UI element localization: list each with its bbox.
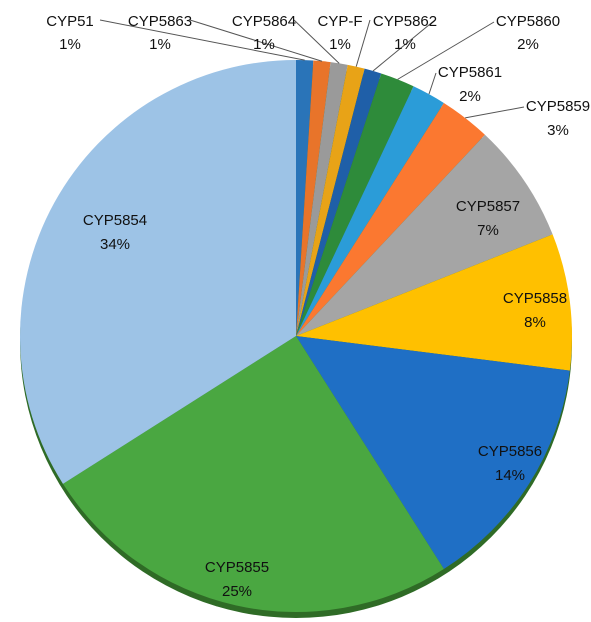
slice-label: CYP5861 (438, 64, 502, 81)
pie-slice (296, 62, 348, 337)
pie-slice (296, 60, 314, 336)
pie-slice (296, 60, 331, 337)
slice-value-label: 1% (329, 36, 351, 53)
pie-slice (296, 102, 485, 337)
slice-label: CYP51 (46, 13, 94, 30)
pie-slice (296, 86, 444, 336)
slice-label: CYP5855 (205, 559, 269, 576)
pie-slice (296, 336, 570, 570)
leader-line (189, 19, 323, 62)
pie-slice (296, 73, 414, 337)
slice-value-label: 25% (222, 583, 252, 600)
slice-label: CYP5856 (478, 443, 542, 460)
slice-label: CYP5854 (83, 212, 147, 229)
slice-label: CYP5864 (232, 13, 296, 30)
slice-value-label: 1% (59, 36, 81, 53)
slice-value-label: 34% (100, 236, 130, 253)
slice-value-label: 14% (495, 467, 525, 484)
pie-slice (62, 336, 444, 612)
leader-line (428, 72, 437, 95)
leader-line (99, 19, 305, 61)
slice-value-label: 3% (547, 122, 569, 139)
leader-line (397, 21, 495, 80)
leader-line (465, 106, 525, 119)
slice-value-label: 8% (524, 314, 546, 331)
slice-value-label: 1% (394, 36, 416, 53)
slice-label: CYP5860 (496, 13, 560, 30)
leader-line (372, 19, 436, 72)
slice-label: CYP5859 (526, 98, 590, 115)
slice-value-label: 7% (477, 222, 499, 239)
slice-label: CYP5863 (128, 13, 192, 30)
slice-value-label: 2% (517, 36, 539, 53)
pie-slice (296, 64, 365, 336)
leader-line (293, 19, 340, 64)
pie-slice (20, 60, 297, 484)
pie-slice (296, 134, 553, 336)
pie-slice (296, 68, 382, 336)
slice-label: CYP5858 (503, 290, 567, 307)
slice-value-label: 1% (253, 36, 275, 53)
pie-slice (296, 234, 572, 371)
slice-label: CYP5862 (373, 13, 437, 30)
slice-label: CYP5857 (456, 198, 520, 215)
slice-value-label: 2% (459, 88, 481, 105)
slice-value-label: 1% (149, 36, 171, 53)
slice-label: CYP-F (318, 13, 363, 30)
leader-line (355, 19, 371, 67)
